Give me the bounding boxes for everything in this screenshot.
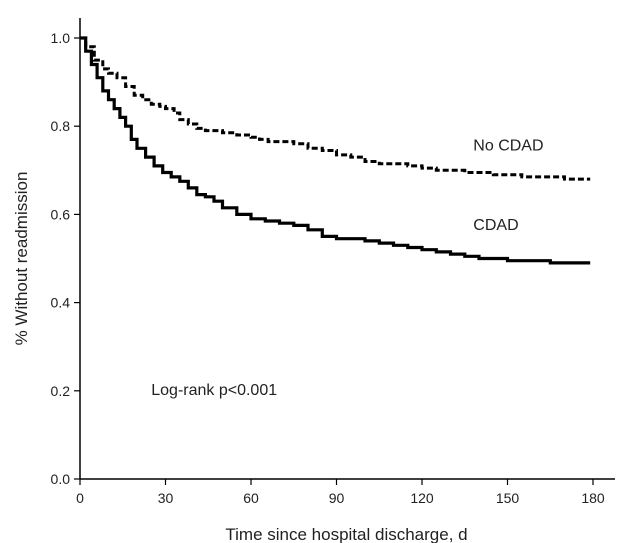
series-line-cdad: [80, 36, 591, 265]
x-tick-label: 150: [496, 490, 520, 506]
y-tick-label: 0.2: [51, 383, 71, 399]
annotation-cdad: CDAD: [473, 217, 518, 234]
x-axis-title: Time since hospital discharge, d: [225, 525, 467, 543]
y-tick-label: 0.0: [51, 471, 71, 487]
y-tick-label: 0.6: [51, 206, 71, 222]
y-tick-label: 0.8: [51, 118, 71, 134]
x-tick-label: 90: [329, 490, 345, 506]
plot-lines: [80, 36, 591, 265]
y-tick-label: 1.0: [51, 30, 71, 46]
y-tick-label: 0.4: [51, 295, 71, 311]
x-tick-label: 120: [410, 490, 434, 506]
x-tick-label: 30: [158, 490, 174, 506]
x-tick-label: 60: [243, 490, 259, 506]
labels: Time since hospital discharge, d % Withou…: [12, 137, 544, 543]
x-tick-label: 180: [581, 490, 605, 506]
x-tick-label: 0: [76, 490, 84, 506]
ticks: 0 30 60 90 120 150 180 0.0 0.2 0.4 0.6 0.8 1.0: [51, 30, 605, 506]
y-axis-title: % Without readmission: [12, 172, 31, 346]
series-line-no-cdad: [80, 36, 591, 181]
axes: [79, 18, 615, 480]
annotation-no-cdad: No CDAD: [473, 137, 543, 154]
annotation-log-rank-p-0-001: Log-rank p<0.001: [151, 382, 277, 399]
